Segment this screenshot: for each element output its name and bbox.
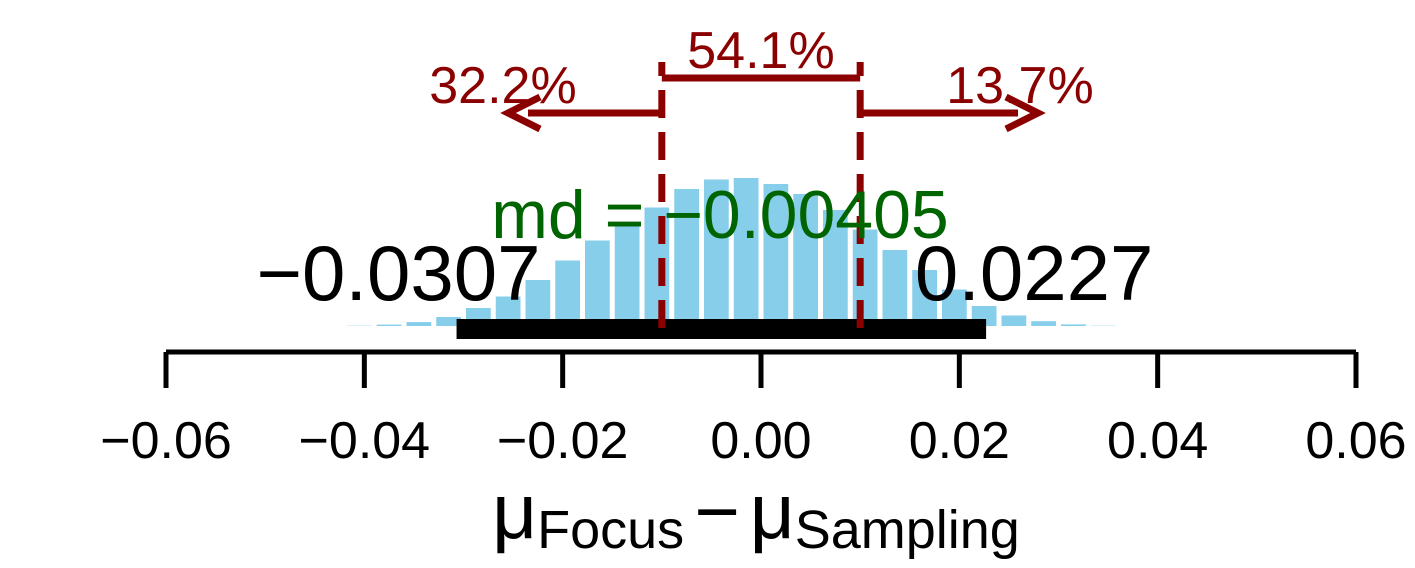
- histogram-bar: [585, 240, 610, 326]
- histogram-bar: [436, 317, 461, 326]
- rope-group: 54.1% 32.2% 13.7%: [429, 22, 1094, 328]
- rope-pct-above: 13.7%: [946, 57, 1093, 115]
- histogram-bar: [614, 224, 640, 326]
- x-label-sub-sampling: Sampling: [795, 500, 1020, 560]
- x-tick-label: 0.06: [1305, 412, 1406, 470]
- x-tick-label: −0.02: [497, 412, 629, 470]
- rope-pct-below: 32.2%: [429, 57, 576, 115]
- histogram-bar: [525, 280, 551, 326]
- x-label-sub-focus: Focus: [537, 500, 684, 560]
- histogram-bar: [555, 260, 580, 326]
- histogram-bar: [912, 270, 937, 326]
- hdi-bar: [456, 319, 987, 339]
- hdi-group: −0.0307 0.0227: [256, 229, 1153, 339]
- histogram-bar: [882, 250, 908, 326]
- x-tick-label: 0.04: [1107, 412, 1208, 470]
- rope-pct-inside: 54.1%: [687, 22, 834, 80]
- hdi-low-label: −0.0307: [256, 229, 540, 317]
- histogram-bar: [823, 210, 848, 326]
- rope-left-arrow-head: [500, 93, 542, 133]
- x-axis: −0.06 −0.04 −0.02 0.00 0.02 0.04 0.06: [100, 349, 1407, 470]
- histogram-bar: [406, 322, 432, 326]
- histogram-bar: [733, 178, 759, 326]
- x-tick-label: 0.00: [710, 412, 811, 470]
- x-axis-label: μFocus − μSampling: [492, 467, 1020, 560]
- histogram-bar: [793, 194, 818, 326]
- histogram-bar: [1061, 324, 1086, 326]
- mu-symbol-1: μ: [492, 467, 537, 555]
- histogram-bar: [376, 324, 402, 326]
- mu-symbol-2: μ: [750, 467, 795, 555]
- histogram-bar: [1001, 315, 1027, 326]
- histogram-bars: [347, 178, 1116, 326]
- x-tick-label: 0.02: [909, 412, 1010, 470]
- mode-label: md = −0.00405: [491, 177, 948, 253]
- hdi-high-label: 0.0227: [915, 229, 1154, 317]
- histogram-bar: [674, 189, 699, 326]
- histogram-bar: [763, 184, 789, 326]
- rope-right-arrow-head: [1004, 93, 1046, 133]
- x-tick-label: −0.06: [100, 412, 232, 470]
- x-tick-label: −0.04: [299, 412, 431, 470]
- histogram-bar: [704, 179, 729, 326]
- histogram-bar: [1031, 321, 1056, 326]
- x-label-minus: −: [694, 467, 740, 555]
